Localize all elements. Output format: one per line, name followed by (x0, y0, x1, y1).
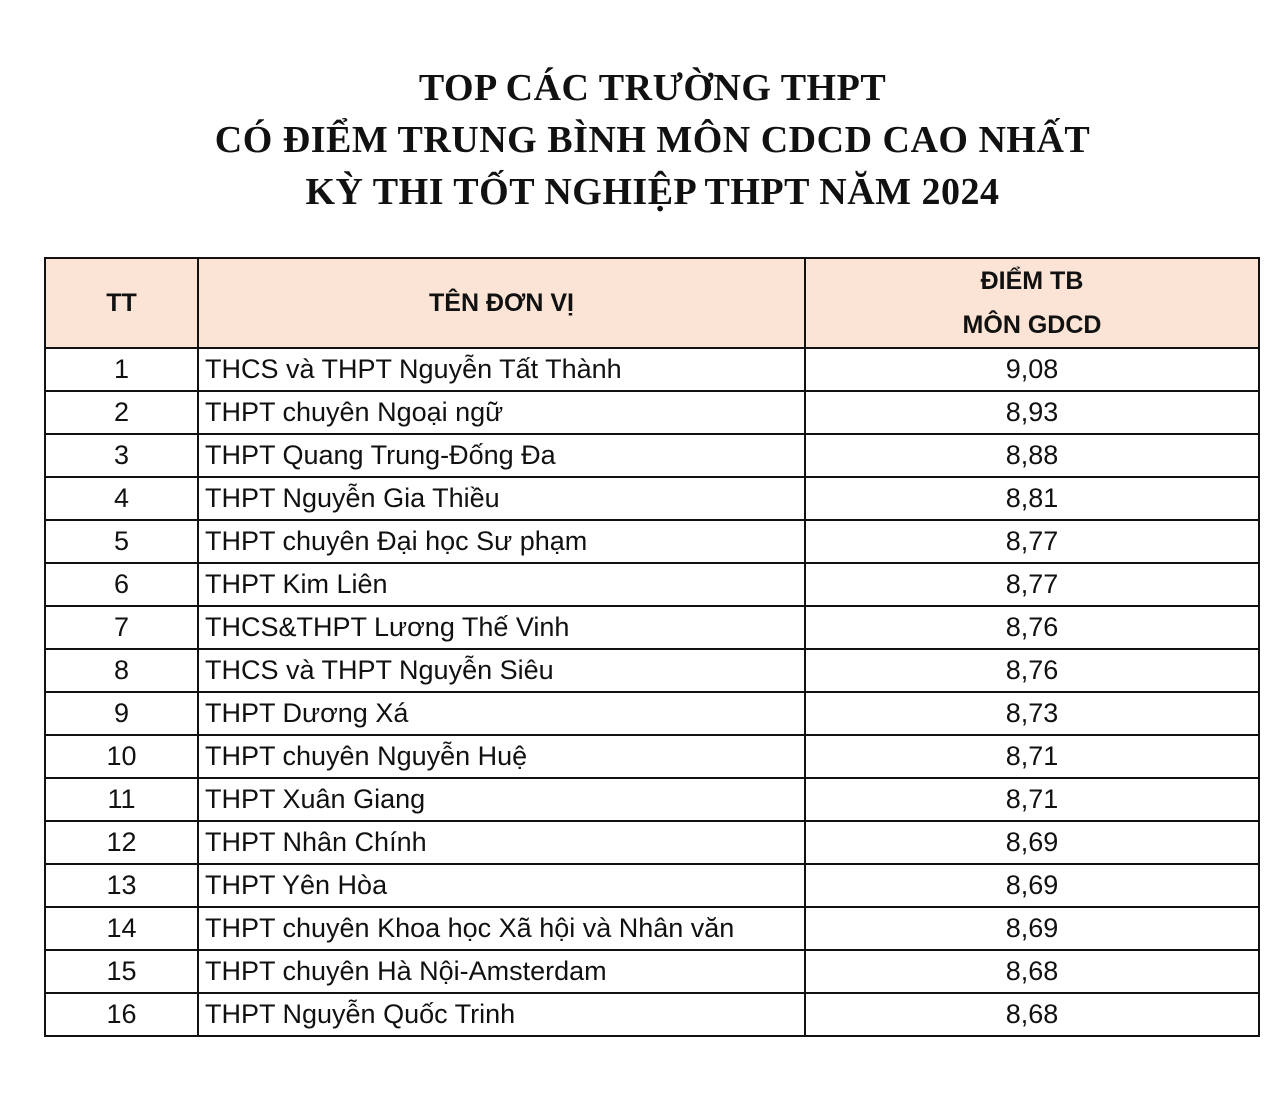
cell-tt: 13 (44, 863, 199, 908)
cell-score: 8,69 (804, 863, 1260, 908)
cell-name: THPT chuyên Nguyễn Huệ (197, 734, 806, 779)
table-row: 1 THCS và THPT Nguyễn Tất Thành 9,08 (44, 347, 1260, 392)
cell-tt: 1 (44, 347, 199, 392)
cell-tt: 10 (44, 734, 199, 779)
table-row: 14 THPT chuyên Khoa học Xã hội và Nhân vă… (44, 906, 1260, 951)
table-row: 2 THPT chuyên Ngoại ngữ 8,93 (44, 390, 1260, 435)
cell-name: THPT chuyên Khoa học Xã hội và Nhân văn (197, 906, 806, 951)
ranking-table: TT TÊN ĐƠN VỊ ĐIỂM TB MÔN GDCD 1 THCS và … (44, 257, 1260, 1037)
cell-name: THCS&THPT Lương Thế Vinh (197, 605, 806, 650)
cell-tt: 3 (44, 433, 199, 478)
table-row: 16 THPT Nguyễn Quốc Trinh 8,68 (44, 992, 1260, 1037)
header-tt: TT (44, 257, 199, 349)
cell-tt: 16 (44, 992, 199, 1037)
cell-score: 8,71 (804, 734, 1260, 779)
cell-name: THPT chuyên Đại học Sư phạm (197, 519, 806, 564)
cell-name: THPT chuyên Hà Nội-Amsterdam (197, 949, 806, 994)
cell-name: THPT Dương Xá (197, 691, 806, 736)
cell-score: 8,76 (804, 605, 1260, 650)
cell-score: 9,08 (804, 347, 1260, 392)
cell-tt: 2 (44, 390, 199, 435)
header-name: TÊN ĐƠN VỊ (197, 257, 806, 349)
cell-name: THCS và THPT Nguyễn Tất Thành (197, 347, 806, 392)
cell-tt: 7 (44, 605, 199, 650)
cell-name: THPT Nhân Chính (197, 820, 806, 865)
table-row: 7 THCS&THPT Lương Thế Vinh 8,76 (44, 605, 1260, 650)
cell-name: THCS và THPT Nguyễn Siêu (197, 648, 806, 693)
cell-tt: 6 (44, 562, 199, 607)
cell-score: 8,68 (804, 992, 1260, 1037)
cell-name: THPT Yên Hòa (197, 863, 806, 908)
table-row: 12 THPT Nhân Chính 8,69 (44, 820, 1260, 865)
cell-score: 8,69 (804, 906, 1260, 951)
table-row: 9 THPT Dương Xá 8,73 (44, 691, 1260, 736)
cell-name: THPT Xuân Giang (197, 777, 806, 822)
header-score-line-1: ĐIỂM TB (980, 267, 1084, 295)
table-row: 11 THPT Xuân Giang 8,71 (44, 777, 1260, 822)
cell-tt: 4 (44, 476, 199, 521)
cell-score: 8,88 (804, 433, 1260, 478)
cell-name: THPT Nguyễn Gia Thiều (197, 476, 806, 521)
table-row: 3 THPT Quang Trung-Đống Đa 8,88 (44, 433, 1260, 478)
title-line-3: KỲ THI TỐT NGHIỆP THPT NĂM 2024 (305, 171, 1000, 213)
cell-tt: 15 (44, 949, 199, 994)
cell-score: 8,77 (804, 519, 1260, 564)
table-row: 4 THPT Nguyễn Gia Thiều 8,81 (44, 476, 1260, 521)
table-row: 13 THPT Yên Hòa 8,69 (44, 863, 1260, 908)
cell-tt: 12 (44, 820, 199, 865)
table-row: 8 THCS và THPT Nguyễn Siêu 8,76 (44, 648, 1260, 693)
cell-score: 8,73 (804, 691, 1260, 736)
cell-name: THPT Nguyễn Quốc Trinh (197, 992, 806, 1037)
document-title: TOP CÁC TRƯỜNG THPT CÓ ĐIỂM TRUNG BÌNH M… (0, 62, 1280, 218)
cell-score: 8,69 (804, 820, 1260, 865)
cell-tt: 8 (44, 648, 199, 693)
cell-name: THPT Kim Liên (197, 562, 806, 607)
cell-score: 8,93 (804, 390, 1260, 435)
cell-score: 8,71 (804, 777, 1260, 822)
header-score: ĐIỂM TB MÔN GDCD (804, 257, 1260, 349)
cell-tt: 5 (44, 519, 199, 564)
title-line-2: CÓ ĐIỂM TRUNG BÌNH MÔN CDCD CAO NHẤT (214, 119, 1091, 161)
cell-tt: 9 (44, 691, 199, 736)
cell-name: THPT Quang Trung-Đống Đa (197, 433, 806, 478)
cell-score: 8,81 (804, 476, 1260, 521)
cell-tt: 14 (44, 906, 199, 951)
title-line-1: TOP CÁC TRƯỜNG THPT (418, 67, 887, 109)
table-header-row: TT TÊN ĐƠN VỊ ĐIỂM TB MÔN GDCD (44, 257, 1260, 349)
cell-score: 8,68 (804, 949, 1260, 994)
table-row: 15 THPT chuyên Hà Nội-Amsterdam 8,68 (44, 949, 1260, 994)
table-row: 5 THPT chuyên Đại học Sư phạm 8,77 (44, 519, 1260, 564)
table-row: 10 THPT chuyên Nguyễn Huệ 8,71 (44, 734, 1260, 779)
cell-score: 8,76 (804, 648, 1260, 693)
header-score-line-2: MÔN GDCD (962, 311, 1102, 339)
cell-score: 8,77 (804, 562, 1260, 607)
table-row: 6 THPT Kim Liên 8,77 (44, 562, 1260, 607)
cell-name: THPT chuyên Ngoại ngữ (197, 390, 806, 435)
cell-tt: 11 (44, 777, 199, 822)
